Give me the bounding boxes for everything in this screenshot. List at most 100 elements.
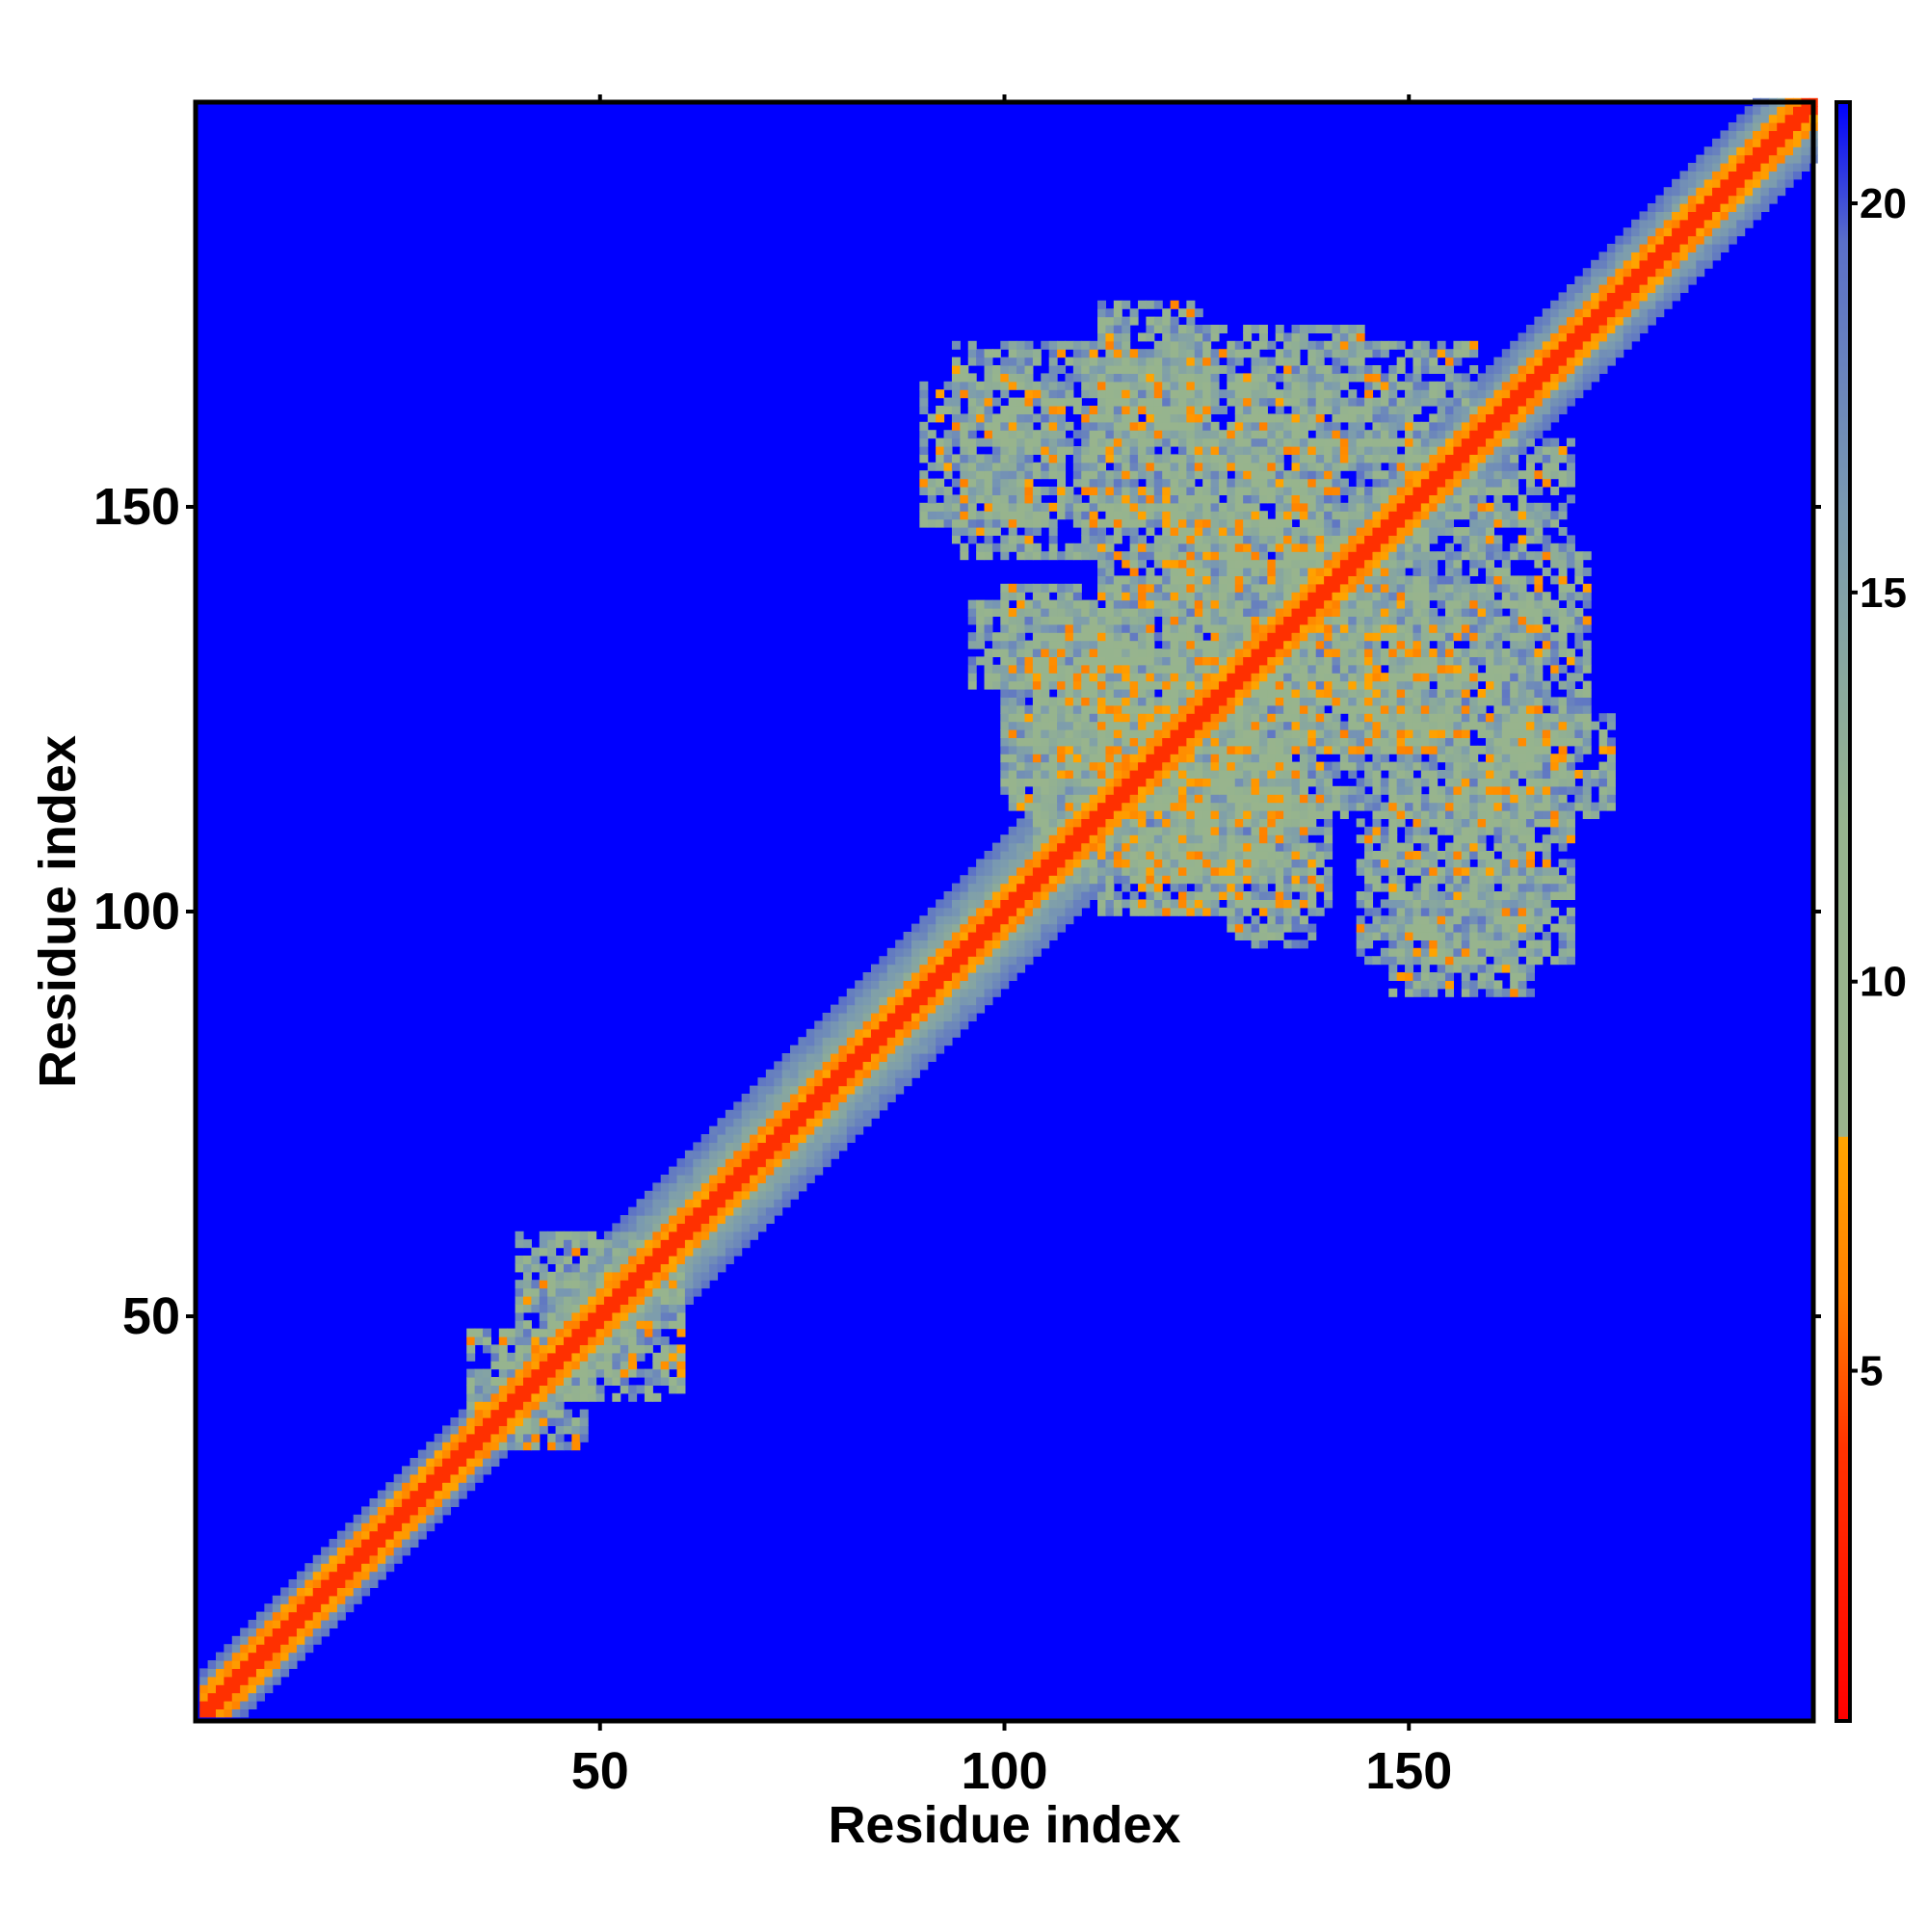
heatmap-cell (563, 1256, 572, 1264)
heatmap-cell (1542, 632, 1551, 642)
heatmap-cell (1493, 608, 1503, 617)
heatmap-cell (725, 1199, 734, 1208)
heatmap-cell (1032, 583, 1042, 593)
heatmap-cell (595, 1287, 605, 1297)
heatmap-cell (1267, 770, 1277, 779)
heatmap-cell (1453, 592, 1463, 601)
heatmap-cell (862, 1085, 872, 1095)
heatmap-cell (886, 956, 896, 966)
heatmap-cell (1194, 785, 1203, 795)
heatmap-cell (1048, 656, 1058, 666)
heatmap-cell (1267, 842, 1277, 852)
heatmap-cell (1558, 915, 1568, 925)
heatmap-cell (1566, 689, 1575, 698)
heatmap-cell (1356, 656, 1365, 666)
heatmap-cell (1234, 802, 1244, 811)
heatmap-cell (1251, 568, 1260, 576)
heatmap-cell (757, 1199, 767, 1208)
heatmap-cell (1477, 980, 1487, 990)
heatmap-cell (1477, 697, 1487, 706)
heatmap-cell (1105, 592, 1115, 601)
heatmap-cell (1510, 745, 1519, 754)
heatmap-cell (903, 1077, 912, 1087)
heatmap-cell (1469, 745, 1479, 754)
heatmap-cell (1218, 680, 1227, 690)
heatmap-cell (1558, 956, 1568, 966)
heatmap-cell (895, 972, 905, 981)
heatmap-cell (1081, 697, 1091, 706)
heatmap-cell (1598, 761, 1608, 771)
heatmap-cell (1510, 551, 1519, 561)
heatmap-cell (1000, 704, 1010, 714)
heatmap-cell (240, 1635, 250, 1645)
heatmap-cell (1218, 713, 1227, 723)
heatmap-cell (1170, 640, 1179, 649)
heatmap-cell (450, 1498, 460, 1507)
heatmap-cell (1008, 770, 1017, 779)
heatmap-cell (838, 1045, 848, 1054)
heatmap-cell (1574, 551, 1584, 561)
heatmap-cell (1566, 915, 1575, 925)
heatmap-cell (636, 1337, 646, 1345)
heatmap-cell (1016, 623, 1026, 633)
heatmap-cell (911, 972, 920, 981)
heatmap-cell (1275, 842, 1284, 852)
heatmap-cell (1493, 761, 1503, 771)
heatmap-cell (1477, 818, 1487, 828)
heatmap-cell (1445, 737, 1455, 747)
heatmap-cell (1227, 608, 1236, 617)
heatmap-cell (321, 1571, 330, 1580)
heatmap-cell (1525, 899, 1535, 909)
heatmap-cell (1372, 721, 1382, 730)
heatmap-cell (1138, 778, 1148, 787)
heatmap-cell (531, 1337, 541, 1345)
heatmap-cell (886, 1013, 896, 1021)
heatmap-cell (1486, 932, 1494, 940)
heatmap-cell (1542, 899, 1551, 909)
heatmap-cell (1065, 851, 1074, 860)
heatmap-cell (1251, 640, 1260, 649)
heatmap-cell (1186, 785, 1196, 795)
heatmap-cell (1405, 842, 1414, 852)
heatmap-cell (1210, 575, 1220, 585)
heatmap-cell (1566, 592, 1575, 601)
heatmap-cell (1566, 616, 1575, 625)
heatmap-cell (943, 980, 953, 990)
heatmap-cell (1396, 673, 1406, 682)
heatmap-cell (1420, 761, 1430, 771)
heatmap-cell (264, 1644, 274, 1654)
heatmap-cell (693, 1150, 702, 1159)
heatmap-cell (822, 1125, 832, 1135)
heatmap-cell (943, 1020, 953, 1030)
heatmap-cell (1138, 648, 1148, 657)
heatmap-cell (790, 1118, 800, 1127)
heatmap-cell (927, 947, 937, 957)
heatmap-cell (1501, 923, 1511, 933)
heatmap-cell (1339, 785, 1349, 795)
heatmap-cell (1057, 592, 1067, 601)
heatmap-cell (1065, 713, 1074, 723)
heatmap-cell (1445, 754, 1455, 763)
heatmap-cell (1177, 697, 1187, 706)
heatmap-cell (1307, 770, 1317, 779)
heatmap-cell (1113, 826, 1122, 835)
heatmap-cell (1307, 737, 1317, 747)
heatmap-cell (1194, 704, 1203, 714)
heatmap-cell (1032, 802, 1042, 811)
heatmap-cell (1356, 689, 1365, 698)
heatmap-cell (1186, 754, 1196, 763)
heatmap-cell (1591, 721, 1600, 730)
heatmap-cell (855, 1013, 864, 1021)
heatmap-cell (628, 1256, 638, 1264)
heatmap-cell (1542, 689, 1551, 698)
heatmap-cell (709, 1150, 719, 1159)
heatmap-cell (831, 1125, 839, 1135)
heatmap-cell (595, 1247, 605, 1257)
heatmap-cell (1186, 721, 1196, 730)
heatmap-cell (442, 1442, 452, 1451)
heatmap-cell (676, 1215, 686, 1224)
heatmap-cell (1429, 972, 1439, 981)
heatmap-cell (345, 1587, 355, 1597)
heatmap-cell (1129, 794, 1139, 804)
heatmap-cell (393, 1522, 403, 1532)
